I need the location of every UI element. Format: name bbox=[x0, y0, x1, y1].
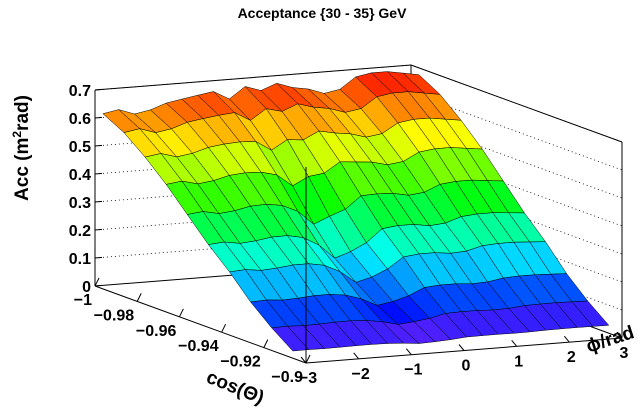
z-tick-label: 0.7 bbox=[69, 83, 91, 100]
phi-tick-mark bbox=[511, 340, 518, 347]
phi-tick-label: −1 bbox=[404, 362, 422, 379]
cos-tick-mark bbox=[136, 293, 142, 302]
z-tick-mark bbox=[94, 284, 103, 287]
z-tick-mark bbox=[94, 116, 103, 119]
cos-tick-mark bbox=[221, 323, 227, 333]
phi-tick-label: −2 bbox=[352, 366, 370, 383]
phi-tick-mark bbox=[458, 344, 465, 351]
cos-tick-mark bbox=[178, 308, 184, 318]
phi-tick-label: 3 bbox=[620, 345, 629, 362]
cos-tick-mark bbox=[263, 339, 269, 348]
phi-tick-mark bbox=[353, 352, 360, 360]
phi-tick-mark bbox=[563, 335, 570, 343]
cos-tick-mark bbox=[305, 354, 311, 364]
z-tick-label: 0.3 bbox=[69, 195, 91, 212]
phi-tick-label: 1 bbox=[514, 353, 523, 370]
phi-tick-mark bbox=[405, 348, 412, 355]
z-tick-label: 0 bbox=[82, 279, 91, 296]
phi-axis-ticks: −3 −2 −1 0 1 2 3 bbox=[299, 331, 629, 387]
z-tick-label: 0.2 bbox=[69, 223, 91, 240]
phi-tick-mark bbox=[616, 331, 623, 339]
chart-title: Acceptance {30 - 35} GeV bbox=[238, 5, 408, 21]
z-tick-mark bbox=[94, 88, 103, 91]
z-tick-mark bbox=[94, 144, 103, 147]
z-tick-mark bbox=[94, 256, 103, 259]
z-tick-label: 0.1 bbox=[69, 251, 91, 268]
z-tick-mark bbox=[94, 200, 103, 203]
z-tick-label: 0.6 bbox=[69, 111, 91, 128]
cos-tick-label: −0.9 bbox=[271, 369, 303, 386]
cos-tick-label: −0.92 bbox=[220, 354, 261, 371]
cos-tick-label: −0.98 bbox=[94, 307, 135, 324]
surface-mesh bbox=[102, 71, 610, 352]
z-axis-title: Acc (m2rad) bbox=[10, 95, 33, 201]
z-axis-ticks: 0 0.1 0.2 0.3 0.4 0.5 0.6 0.7 bbox=[69, 83, 103, 296]
surface-cell bbox=[271, 325, 310, 352]
phi-tick-label: 2 bbox=[567, 349, 576, 366]
phi-tick-mark bbox=[300, 356, 307, 364]
z-tick-label: 0.4 bbox=[69, 167, 91, 184]
cos-tick-label: −0.94 bbox=[178, 338, 219, 355]
cos-tick-label: −0.96 bbox=[136, 323, 177, 340]
cos-tick-label: −1 bbox=[74, 292, 92, 309]
cos-tick-mark bbox=[94, 277, 100, 287]
z-gridline bbox=[94, 64, 623, 143]
box-edge bbox=[94, 285, 307, 364]
z-tick-label: 0.5 bbox=[69, 139, 91, 156]
z-tick-mark bbox=[94, 172, 103, 175]
cos-axis-title: cos(Θ) bbox=[203, 367, 267, 409]
z-tick-mark bbox=[94, 228, 103, 231]
phi-tick-label: 0 bbox=[462, 358, 471, 375]
phi-tick-label: −3 bbox=[299, 370, 317, 387]
cos-axis-ticks: −1−0.98−0.96−0.94−0.92 −0.9 bbox=[74, 277, 311, 386]
